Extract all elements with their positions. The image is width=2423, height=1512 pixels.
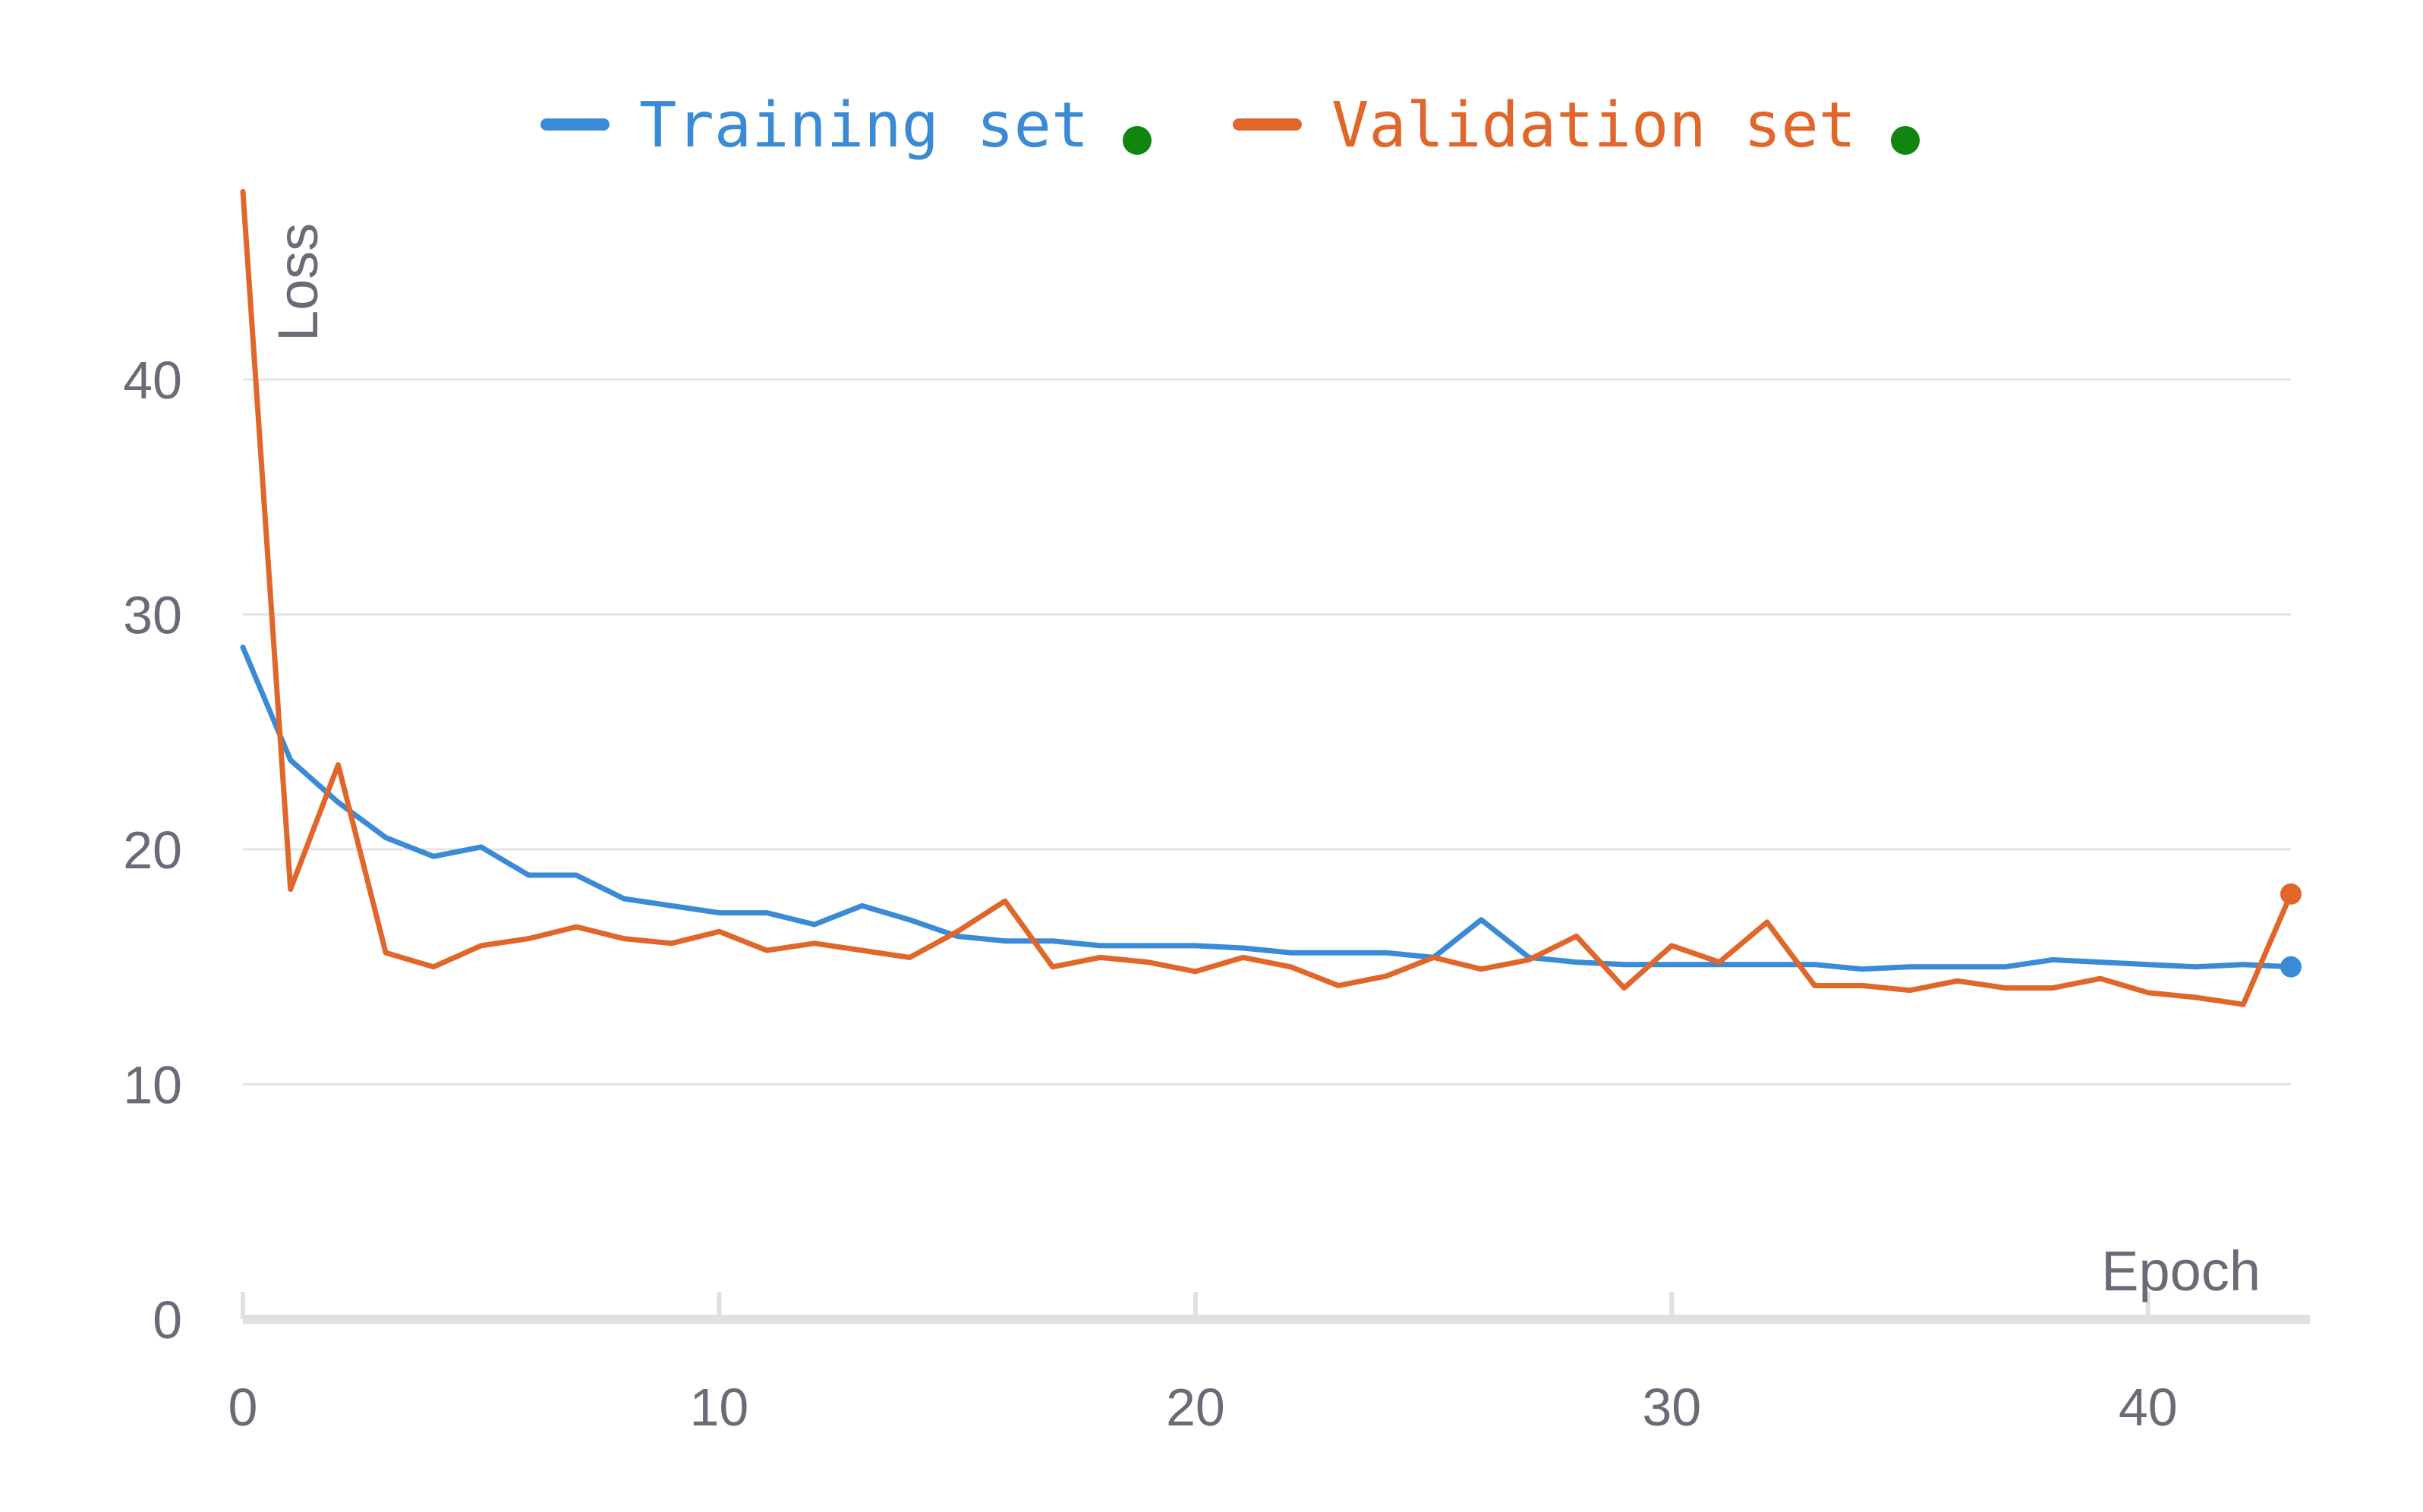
legend-status-dot xyxy=(1123,126,1152,155)
x-ticks: 0 10 20 30 40 xyxy=(228,1292,2178,1437)
y-axis-title: Loss xyxy=(266,223,329,342)
gridlines xyxy=(243,378,2291,1085)
y-tick-label: 20 xyxy=(123,821,182,880)
legend-item-1[interactable]: Validation set xyxy=(1233,90,1920,162)
series-layer xyxy=(240,188,2302,1007)
x-tick-label: 40 xyxy=(2119,1378,2178,1437)
x-tick-label: 20 xyxy=(1166,1378,1225,1437)
legend[interactable]: Training set Validation set xyxy=(540,90,1920,162)
x-tick-label: 30 xyxy=(1642,1378,1701,1437)
x-tick-label: 10 xyxy=(690,1378,749,1437)
series-end-point xyxy=(2280,956,2302,978)
y-tick-label: 0 xyxy=(153,1290,182,1350)
series-line xyxy=(240,644,2294,972)
x-axis-title: Epoch xyxy=(2101,1240,2261,1303)
series-end-point xyxy=(2280,883,2302,905)
series-0 xyxy=(240,644,2302,978)
y-tick-label: 10 xyxy=(123,1056,182,1115)
y-ticks: 0 10 20 30 40 xyxy=(123,351,182,1350)
series-1 xyxy=(240,188,2302,1007)
legend-status-dot xyxy=(1891,126,1920,155)
legend-item-0[interactable]: Training set xyxy=(540,90,1152,162)
legend-label: Training set xyxy=(639,90,1089,162)
legend-label: Validation set xyxy=(1331,90,1856,162)
series-line xyxy=(240,188,2294,1007)
x-tick-label: 0 xyxy=(228,1378,258,1437)
y-tick-label: 30 xyxy=(123,586,182,645)
y-tick-label: 40 xyxy=(123,351,182,410)
